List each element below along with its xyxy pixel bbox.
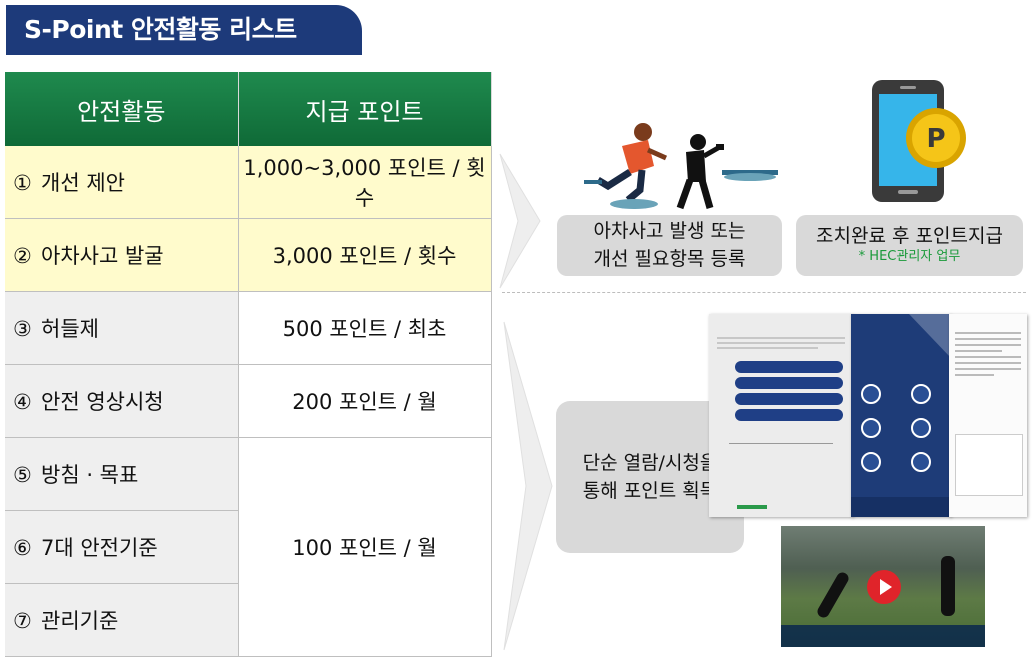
activity-cell: ② 아차사고 발굴 xyxy=(5,218,239,292)
activity-cell: ① 개선 제안 xyxy=(5,146,239,219)
table-row: ② 아차사고 발굴 3,000 포인트 / 횟수 xyxy=(5,218,492,292)
page-title: S-Point 안전활동 리스트 xyxy=(6,5,362,55)
points-cell-merged: 100 포인트 / 월 xyxy=(238,437,492,657)
activity-cell: ④ 안전 영상시청 xyxy=(5,364,239,438)
play-icon[interactable] xyxy=(867,570,901,604)
reward-step-box: 조치완료 후 포인트지급 * HEC관리자 업무 xyxy=(796,215,1023,276)
table-header-row: 안전활동 지급 포인트 xyxy=(5,72,492,146)
table-row: ④ 안전 영상시청 200 포인트 / 월 xyxy=(5,364,492,438)
table-row: ③ 허들제 500 포인트 / 최초 xyxy=(5,291,492,365)
points-cell: 200 포인트 / 월 xyxy=(238,364,492,438)
safety-video-thumbnail[interactable] xyxy=(781,526,985,647)
points-cell: 3,000 포인트 / 횟수 xyxy=(238,218,492,292)
report-step-box: 아차사고 발생 또는 개선 필요항목 등록 xyxy=(557,215,782,276)
chevron-right-icon xyxy=(503,321,553,651)
table-row: ① 개선 제안 1,000~3,000 포인트 / 횟수 xyxy=(5,146,492,219)
points-table: 안전활동 지급 포인트 ① 개선 제안 1,000~3,000 포인트 / 횟수 … xyxy=(5,72,492,657)
points-cell: 1,000~3,000 포인트 / 횟수 xyxy=(238,146,492,219)
activity-cell: ③ 허들제 xyxy=(5,291,239,365)
photo-person-icon xyxy=(676,134,778,210)
section-divider xyxy=(502,292,1026,293)
phone-coin-icon: P xyxy=(872,80,966,202)
table-row: ⑥ 7대 안전기준 xyxy=(5,510,491,584)
svg-text:P: P xyxy=(926,124,945,154)
table-row: ⑦ 관리기준 xyxy=(5,583,491,657)
header-activity: 안전활동 xyxy=(5,72,239,146)
chevron-right-icon xyxy=(499,153,541,289)
slip-person-icon xyxy=(584,123,778,210)
header-points: 지급 포인트 xyxy=(238,72,492,146)
management-standard-document-thumbnail xyxy=(949,314,1027,517)
activity-cell: ⑦ 관리기준 xyxy=(5,583,239,657)
policy-document-thumbnail xyxy=(709,314,853,517)
activity-cell: ⑤ 방침 · 목표 xyxy=(5,437,239,511)
safety-rules-document-thumbnail xyxy=(851,314,951,517)
table-row: ⑤ 방침 · 목표 100 포인트 / 월 xyxy=(5,437,492,657)
points-cell: 500 포인트 / 최초 xyxy=(238,291,492,365)
activity-cell: ⑥ 7대 안전기준 xyxy=(5,510,239,584)
